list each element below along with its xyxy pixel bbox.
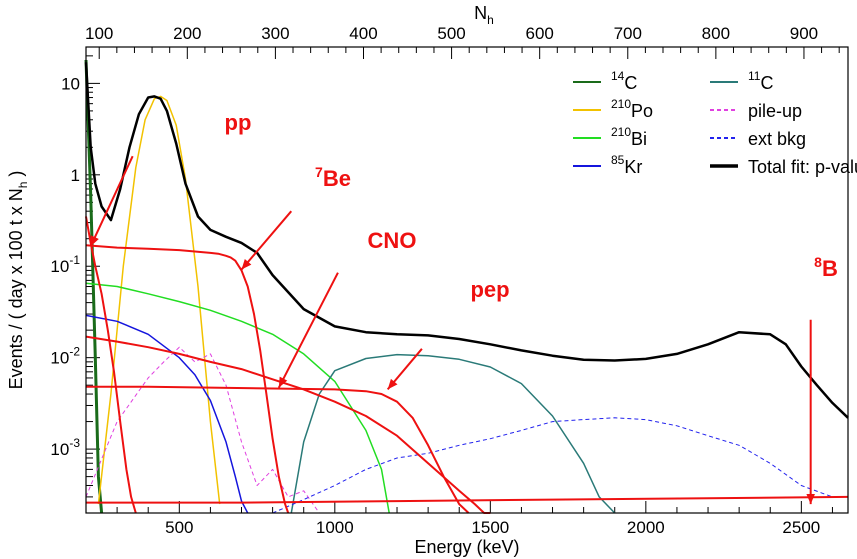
series-line bbox=[86, 495, 849, 504]
y-tick-label: 10-3 bbox=[50, 436, 80, 459]
x-tick-label: 500 bbox=[165, 518, 193, 537]
annotation-arrowhead bbox=[387, 378, 398, 390]
y-tick-exponent: -3 bbox=[69, 436, 80, 450]
series-group bbox=[84, 59, 849, 514]
legend-label: ext bkg bbox=[748, 129, 806, 149]
legend-label: 11C bbox=[748, 69, 773, 93]
top-tick-label: 300 bbox=[261, 24, 289, 43]
legend-sup: 210 bbox=[611, 125, 631, 139]
legend-label: Total fit: p-value=0.7 bbox=[748, 157, 857, 177]
y-tick-exponent: -1 bbox=[69, 253, 80, 267]
top-axis-title-main: N bbox=[474, 3, 487, 23]
legend-label: 210Po bbox=[611, 97, 653, 121]
top-tick-label: 200 bbox=[173, 24, 201, 43]
annotation-label: pp bbox=[225, 110, 252, 135]
top-axis-title-sub: h bbox=[487, 13, 494, 27]
top-tick-label: 500 bbox=[437, 24, 465, 43]
y-tick-label: 10-1 bbox=[50, 253, 80, 276]
series-line bbox=[272, 417, 833, 514]
legend-label: pile-up bbox=[748, 101, 802, 121]
annotation-arrowhead bbox=[806, 494, 815, 505]
y-tick-exponent: -2 bbox=[69, 345, 80, 359]
top-tick-label: 100 bbox=[85, 24, 113, 43]
series-line bbox=[290, 353, 616, 514]
legend-text-main: C bbox=[624, 73, 637, 93]
plot-frame bbox=[85, 46, 849, 514]
legend-text-main: Po bbox=[631, 101, 653, 121]
legend-sup: 14 bbox=[611, 69, 625, 83]
annotation-label: 8B bbox=[814, 254, 838, 281]
x-tick-label: 2500 bbox=[782, 518, 820, 537]
legend-sup: 210 bbox=[611, 97, 631, 111]
legend-text-main: Total fit: p-value=0.7 bbox=[748, 157, 857, 177]
annotation-sup: 8 bbox=[814, 254, 822, 270]
annotation-text: B bbox=[822, 256, 838, 281]
y-tick-label: 1 bbox=[71, 166, 80, 185]
y-tick-base: 10 bbox=[50, 257, 69, 276]
tick-labels: 500 1000 1500 2000 2500 100 200 300 400 500 600 700… bbox=[50, 24, 820, 537]
x-tick-label: 2000 bbox=[627, 518, 665, 537]
top-tick-label: 700 bbox=[614, 24, 642, 43]
x-tick-label: 1500 bbox=[471, 518, 509, 537]
legend-label: 210Bi bbox=[611, 125, 647, 149]
legend-sup: 11 bbox=[748, 69, 761, 83]
y-axis-title-main: Events / ( day x 100 t x N bbox=[6, 188, 26, 389]
legend-text-main: Kr bbox=[624, 157, 642, 177]
annotation-label: pep bbox=[470, 277, 509, 302]
annotation-arrowhead bbox=[278, 376, 288, 388]
annotation-label: 7Be bbox=[315, 164, 351, 191]
series-line bbox=[84, 62, 849, 419]
tick-marks bbox=[85, 47, 840, 514]
y-tick-label: 10 bbox=[61, 74, 80, 93]
annotation-sup: 7 bbox=[315, 164, 323, 180]
y-tick-label: 10-2 bbox=[50, 345, 80, 368]
series-line bbox=[97, 95, 221, 505]
x-axis-title: Energy (keV) bbox=[414, 537, 519, 557]
annotations: pp 7Be CNO pep 8B bbox=[89, 110, 838, 505]
annotation-arrowhead bbox=[90, 235, 99, 247]
annotation-arrow bbox=[89, 155, 134, 247]
legend-text-main: ext bkg bbox=[748, 129, 806, 149]
y-axis-title-end: ) bbox=[6, 171, 26, 182]
legend-sup: 85 bbox=[611, 153, 625, 167]
annotation-label: CNO bbox=[368, 228, 417, 253]
top-tick-label: 400 bbox=[349, 24, 377, 43]
legend-text-main: pile-up bbox=[748, 101, 802, 121]
top-tick-label: 600 bbox=[525, 24, 553, 43]
top-tick-label: 800 bbox=[702, 24, 730, 43]
series-line bbox=[85, 346, 335, 514]
series-line bbox=[85, 244, 290, 514]
y-tick-base: 1 bbox=[71, 166, 80, 185]
x-tick-label: 1000 bbox=[316, 518, 354, 537]
annotation-arrow bbox=[277, 272, 339, 389]
top-axis-title: Nh bbox=[474, 3, 494, 27]
series-line bbox=[85, 335, 491, 514]
legend-label: 14C bbox=[611, 69, 637, 93]
y-axis-title-sub: h bbox=[16, 182, 30, 189]
y-tick-base: 10 bbox=[50, 349, 69, 368]
legend-text-main: C bbox=[760, 73, 773, 93]
series-line bbox=[85, 216, 137, 514]
annotation-arrowhead bbox=[241, 259, 252, 270]
annotation-text: Be bbox=[323, 166, 351, 191]
y-axis-title: Events / ( day x 100 t x Nh ) bbox=[6, 171, 30, 390]
annotation-arrow bbox=[240, 210, 293, 271]
series-line bbox=[85, 282, 390, 514]
legend-label: 85Kr bbox=[611, 153, 642, 177]
y-tick-base: 10 bbox=[61, 74, 80, 93]
y-tick-base: 10 bbox=[50, 440, 69, 459]
series-line bbox=[86, 385, 470, 514]
top-tick-label: 900 bbox=[790, 24, 818, 43]
legend-text-main: Bi bbox=[631, 129, 647, 149]
